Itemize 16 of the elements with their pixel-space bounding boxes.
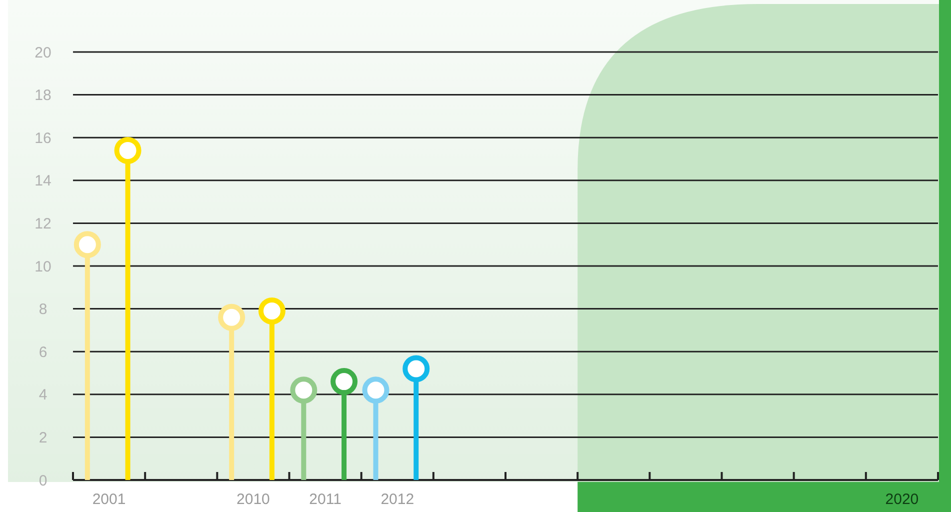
y-tick-label: 8: [38, 301, 48, 318]
x-tick-label: 2001: [92, 491, 126, 508]
y-tick-label: 14: [34, 172, 52, 190]
x-tick-label: 2012: [380, 491, 414, 508]
y-tick-label: 16: [34, 130, 52, 147]
x-tick-label: 2011: [309, 491, 342, 508]
y-tick-label: 20: [34, 44, 52, 62]
x-tick-label: 2020: [885, 491, 919, 508]
y-tick-label: 2: [38, 429, 48, 446]
y-tick-label: 4: [38, 386, 48, 404]
y-tick-label: 12: [34, 215, 52, 232]
y-tick-label: 0: [38, 472, 48, 490]
x-tick-label: 2010: [236, 491, 270, 508]
y-tick-label: 6: [38, 344, 48, 361]
y-tick-label: 18: [34, 87, 52, 104]
y-tick-label: 10: [34, 258, 52, 276]
